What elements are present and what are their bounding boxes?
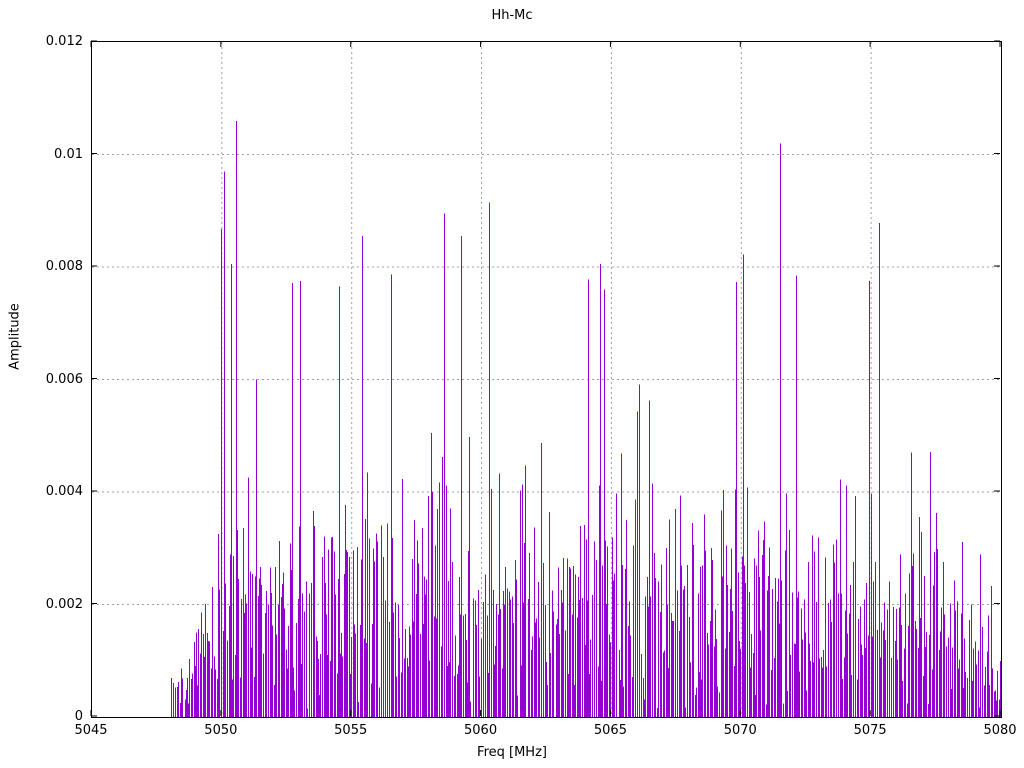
plot-inner <box>92 42 1001 717</box>
spectrum-impulse-series <box>171 120 1001 717</box>
y-tick-label: 0.002 <box>45 596 83 612</box>
y-tick-label: 0.006 <box>45 371 83 387</box>
y-tick-label: 0.012 <box>45 34 83 49</box>
plot-area <box>91 41 1002 718</box>
x-tick-label: 5075 <box>853 723 887 738</box>
x-tick-label: 5070 <box>723 723 757 738</box>
x-tick-label: 5050 <box>204 723 238 738</box>
x-tick-label: 5055 <box>334 723 368 738</box>
x-tick-label: 5080 <box>983 723 1017 738</box>
y-axis-title: Amplitude <box>7 303 23 370</box>
x-tick-label: 5045 <box>74 723 108 738</box>
x-tick-label: 5060 <box>464 723 498 738</box>
y-tick-label: 0.01 <box>54 146 83 162</box>
y-tick-label: 0 <box>74 709 83 724</box>
y-tick-label: 0.004 <box>45 484 83 499</box>
x-tick-label: 5065 <box>593 723 627 738</box>
y-tick-label: 0.008 <box>45 259 83 274</box>
chart-title: Hh-Mc <box>491 8 533 23</box>
x-axis-title: Freq [MHz] <box>477 745 547 760</box>
y-axis-tick-labels: 0 0.002 0.004 0.006 0.008 0.01 0.012 <box>0 0 83 768</box>
x-axis-tick-labels: 5045 5050 5055 5060 5065 5070 5075 5080 <box>0 724 1024 744</box>
